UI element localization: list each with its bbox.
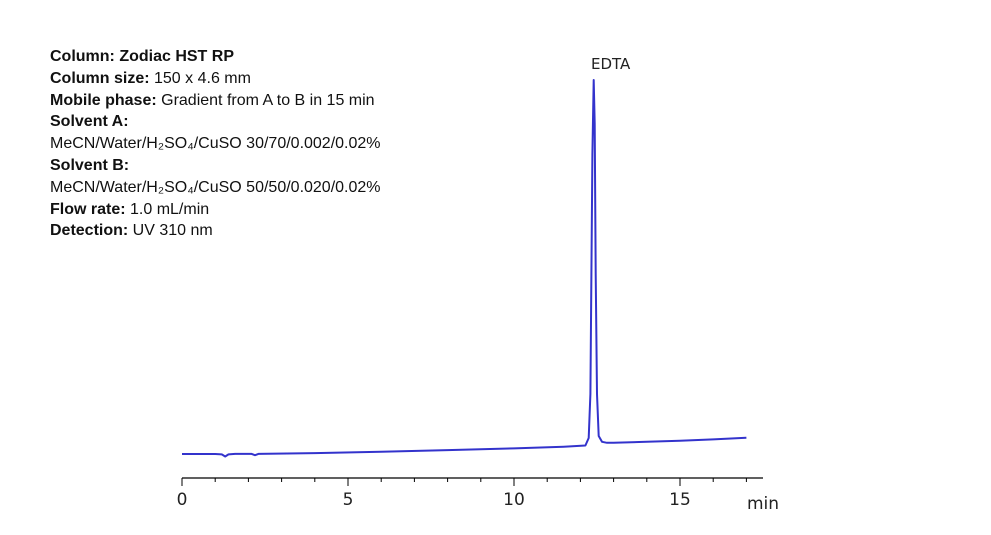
mobile-phase-line: Mobile phase: Gradient from A to B in 15… <box>50 90 381 112</box>
mobile-phase-value: Gradient from A to B in 15 min <box>156 91 375 109</box>
solvent-a-label: Solvent A: <box>50 113 129 131</box>
flow-rate-line: Flow rate: 1.0 mL/min <box>50 199 381 221</box>
flow-rate-value: 1.0 mL/min <box>125 200 210 218</box>
solvent-b-value-line: MeCN/Water/H₂SO₄/CuSO 50/50/0.020/0.02% <box>50 177 381 199</box>
column-label: Column: Zodiac HST RP <box>50 48 234 65</box>
solvent-b-label: Solvent B: <box>50 156 130 174</box>
x-tick-label: 0 <box>177 490 188 510</box>
flow-rate-label: Flow rate: <box>50 200 126 218</box>
detection-value: UV 310 nm <box>128 222 213 240</box>
x-tick-label: 10 <box>503 490 525 510</box>
x-axis: 0 5 10 15 min <box>177 477 779 514</box>
x-tick-label: 5 <box>343 490 354 510</box>
x-axis-label: min <box>747 494 779 514</box>
solvent-a-label-line: Solvent A: <box>50 111 381 133</box>
solvent-a-value-line: MeCN/Water/H₂SO₄/CuSO 30/70/0.002/0.02% <box>50 133 381 155</box>
series-layer <box>182 79 747 458</box>
solvent-b-value: MeCN/Water/H₂SO₄/CuSO 50/50/0.020/0.02% <box>50 178 381 196</box>
peak-label: EDTA <box>591 55 631 73</box>
solvent-b-label-line: Solvent B: <box>50 155 381 177</box>
x-tick-label: 15 <box>669 490 691 510</box>
column-size-label: Column size: <box>50 69 150 87</box>
column-size-value: 150 x 4.6 mm <box>149 69 251 87</box>
detection-label: Detection: <box>50 222 129 240</box>
chromatogram-trace <box>182 79 747 458</box>
detection-line: Detection: UV 310 nm <box>50 220 381 242</box>
solvent-a-value: MeCN/Water/H₂SO₄/CuSO 30/70/0.002/0.02% <box>50 135 381 153</box>
mobile-phase-label: Mobile phase: <box>50 91 157 109</box>
peak-labels: EDTA <box>591 55 631 73</box>
method-conditions: Column: Zodiac HST RP Column size: 150 x… <box>50 46 381 242</box>
column-size-line: Column size: 150 x 4.6 mm <box>50 68 381 90</box>
column-line: Column: Zodiac HST RP <box>50 46 381 68</box>
